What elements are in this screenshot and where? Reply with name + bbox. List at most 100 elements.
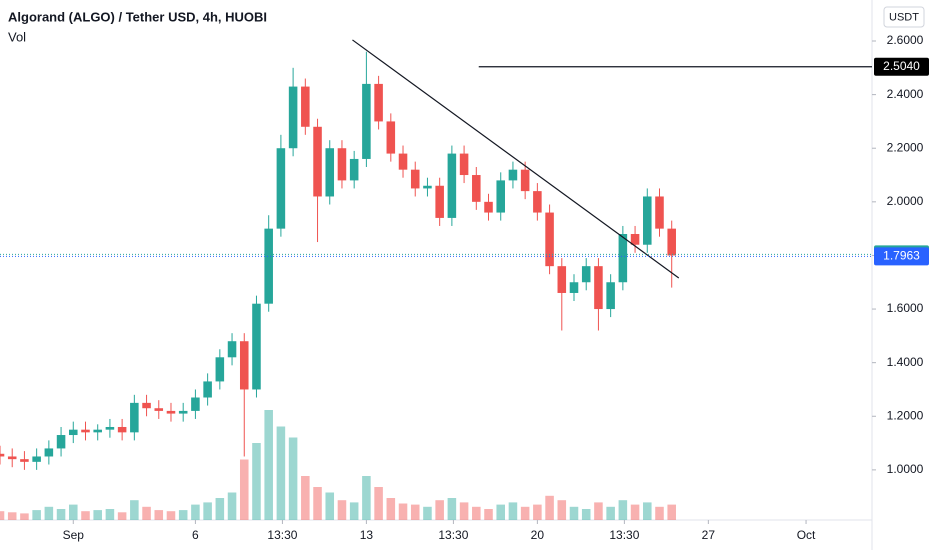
volume-bar — [44, 506, 54, 520]
candle-body — [154, 408, 164, 411]
volume-bar — [325, 492, 335, 520]
volume-bar — [203, 502, 212, 520]
volume-bar — [20, 513, 29, 520]
volume-label: Vol — [8, 29, 26, 44]
price-label-box — [874, 247, 929, 266]
x-tick-label: Sep — [63, 528, 85, 542]
candle-body — [374, 83, 383, 122]
candle-body — [93, 429, 102, 433]
volume-bar — [594, 502, 603, 520]
candle-body — [166, 410, 176, 414]
candle-body — [557, 266, 567, 293]
axis-layer: 1.00001.20001.40001.60001.80002.00002.20… — [0, 33, 929, 542]
volume-bar — [655, 506, 664, 520]
candle-body — [423, 185, 432, 189]
volume-bar — [618, 500, 628, 520]
candle-body — [472, 175, 481, 202]
y-tick-label: 1.2000 — [887, 408, 924, 422]
candle-body — [142, 402, 151, 409]
candle-body — [130, 402, 139, 433]
candle-body — [191, 397, 200, 411]
candle-body — [643, 196, 652, 245]
volume-bar — [56, 509, 66, 520]
candle-body — [484, 201, 493, 213]
candle-body — [667, 228, 676, 256]
volume-bar — [520, 506, 530, 520]
candle-body — [252, 303, 261, 390]
volume-bar — [191, 504, 200, 520]
candle-body — [105, 426, 115, 430]
candle-body — [325, 148, 335, 197]
volume-bar — [337, 500, 347, 520]
volume-bar — [178, 510, 188, 520]
candle-body — [630, 234, 640, 245]
x-tick-label: 6 — [192, 528, 199, 542]
unit-box[interactable] — [883, 6, 925, 28]
volume-bar — [313, 487, 322, 520]
volume-bar — [93, 510, 102, 520]
candle-body — [533, 191, 542, 213]
candle-body — [178, 410, 188, 414]
volume-bar — [386, 498, 396, 520]
volume-bar — [264, 410, 273, 520]
volume-bar — [142, 506, 151, 520]
candle-body — [215, 357, 225, 382]
volume-layer — [0, 410, 676, 520]
volume-bar — [435, 500, 444, 520]
unit-label[interactable]: USDT — [889, 11, 919, 23]
volume-bar — [447, 498, 457, 520]
candle-body — [545, 212, 554, 267]
candle-body — [7, 456, 17, 460]
candle-body — [276, 148, 286, 229]
candle-body — [386, 121, 396, 154]
candle-body — [203, 381, 212, 398]
volume-bar — [472, 506, 481, 520]
volume-bar — [643, 502, 652, 520]
candle-body — [435, 185, 444, 218]
volume-bar — [32, 510, 41, 520]
volume-bar — [667, 504, 676, 520]
candle-body — [69, 429, 78, 436]
candle-body — [655, 196, 664, 229]
volume-bar — [459, 502, 469, 520]
candle-body — [301, 86, 310, 127]
volume-bar — [508, 502, 518, 520]
candle-body — [447, 153, 457, 218]
candle-body — [44, 448, 54, 457]
x-tick-label: 13:30 — [609, 528, 639, 542]
volume-bar — [227, 492, 237, 520]
x-tick-label: 13:30 — [267, 528, 297, 542]
volume-bar — [557, 500, 567, 520]
y-tick-label: 2.0000 — [887, 194, 924, 208]
candle-body — [496, 180, 506, 213]
candle-body — [362, 83, 371, 159]
candle-body — [32, 456, 41, 462]
volume-bar — [374, 487, 383, 520]
candle-body — [264, 228, 273, 304]
candle-body — [81, 429, 90, 433]
y-tick-label: 2.2000 — [887, 140, 924, 154]
volume-bar — [288, 437, 298, 520]
x-tick-label: 13 — [360, 528, 374, 542]
volume-bar — [81, 511, 90, 520]
volume-bar — [496, 504, 506, 520]
price-label: 1.7963 — [883, 249, 920, 263]
volume-bar — [410, 504, 420, 520]
volume-bar — [581, 509, 591, 520]
y-tick-label: 2.4000 — [887, 87, 924, 101]
volume-bar — [105, 509, 115, 520]
x-tick-label: 20 — [531, 528, 545, 542]
price-label: 2.5040 — [883, 59, 920, 73]
volume-bar — [0, 511, 5, 520]
volume-bar — [484, 509, 493, 520]
candle-layer — [0, 51, 676, 470]
volume-bar — [117, 512, 127, 520]
volume-bar — [398, 503, 408, 520]
volume-bar — [362, 476, 371, 520]
volume-bar — [606, 506, 615, 520]
candle-body — [618, 234, 628, 283]
chart-title: Algorand (ALGO) / Tether USD, 4h, HUOBI — [8, 9, 267, 24]
candle-body — [337, 148, 347, 181]
candle-body — [459, 153, 469, 176]
